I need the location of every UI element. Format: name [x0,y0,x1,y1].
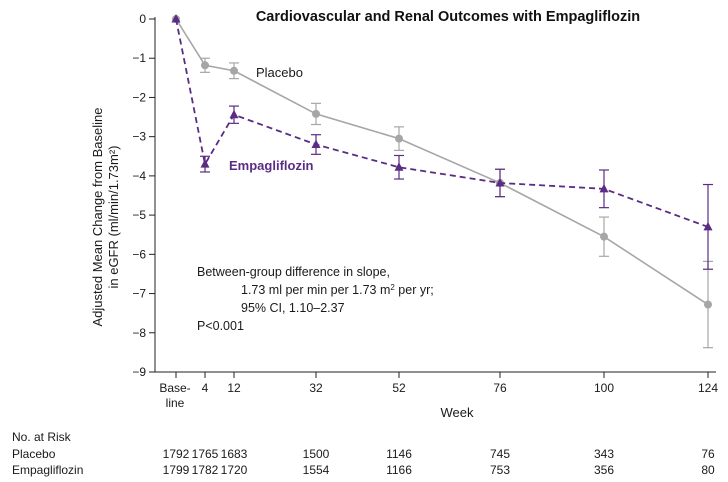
y-tick-label: −4 [132,169,146,183]
empagliflozin-point [171,14,181,23]
empagliflozin-point [200,159,210,168]
risk-cell: 80 [701,463,715,477]
annotation-line3: 95% CI, 1.10–2.37 [241,301,345,315]
risk-cell: 1720 [221,463,248,477]
y-tick-label: −8 [132,326,146,340]
empagliflozin-point [311,139,321,149]
risk-cell: 1799 [163,463,190,477]
empagliflozin-series-line [175,18,709,228]
placebo-point [201,61,209,70]
y-tick-label: −2 [132,90,146,104]
risk-cell: 1554 [303,463,330,477]
risk-cell: 753 [490,463,510,477]
empagliflozin-point [229,109,239,119]
series-layer [171,14,713,349]
risk-cell: 1166 [386,463,412,477]
placebo-point [230,66,238,75]
empagliflozin-point [599,183,609,193]
risk-cell: 356 [594,463,614,477]
risk-table: No. at Risk Placebo 1792 1765 1683 1500 1146 7… [12,430,715,477]
risk-cell: 1500 [303,447,330,461]
legend-placebo-label: Placebo [256,65,303,80]
x-axis-label: Week [441,405,474,420]
chart-title: Cardiovascular and Renal Outcomes with E… [256,9,640,25]
empagliflozin-point [394,162,404,171]
placebo-point [704,300,712,309]
y-tick-label: −9 [132,365,146,379]
placebo-point [600,232,608,241]
x-tick-label: 4 [202,381,209,395]
risk-cell: 745 [490,447,510,461]
axes: 0 −1 −2 −3 −4 −5 −6 −7 −8 −9 Base- 4 12 32 52 76 100 124 l… [132,12,718,410]
legend-empagliflozin-label: Empagliflozin [229,158,314,173]
y-axis-label-line2: in eGFR (ml/min/1.73m²) [106,145,121,288]
x-tick-label: Base- [159,381,190,395]
annotation-line4: P<0.001 [197,319,244,333]
risk-row-label: Placebo [12,447,56,461]
y-tick-label: −6 [132,247,146,261]
y-tick-label: −1 [132,51,146,65]
risk-table-header: No. at Risk [12,430,72,444]
placebo-point [395,134,403,143]
risk-cell: 1765 [192,447,219,461]
placebo-point [312,109,320,118]
y-tick-label: −5 [132,208,146,222]
x-tick-label: 76 [493,381,507,395]
x-tick-label: 124 [698,381,718,395]
annotation-line2: 1.73 ml per min per 1.73 m2 per yr; [241,283,434,297]
y-tick-label: −3 [132,130,146,144]
y-tick-label: 0 [139,12,146,26]
x-tick-label: 32 [309,381,323,395]
y-axis-label-line1: Adjusted Mean Change from Baseline [90,108,105,327]
risk-cell: 1792 [163,447,190,461]
risk-cell: 1782 [192,463,219,477]
x-tick-label: 100 [594,381,614,395]
y-tick-label: −7 [132,287,146,301]
risk-cell: 1683 [221,447,248,461]
x-tick-label-baseline-line2: line [166,396,185,410]
risk-cell: 76 [701,447,715,461]
risk-cell: 1146 [386,447,412,461]
empagliflozin-point [495,177,505,187]
empagliflozin-point [703,221,713,231]
annotation-line1: Between-group difference in slope, [197,265,390,279]
x-tick-label: 52 [392,381,406,395]
placebo-series-line [175,18,709,306]
risk-cell: 343 [594,447,614,461]
risk-row-label: Empagliflozin [12,463,83,477]
x-tick-label: 12 [227,381,241,395]
